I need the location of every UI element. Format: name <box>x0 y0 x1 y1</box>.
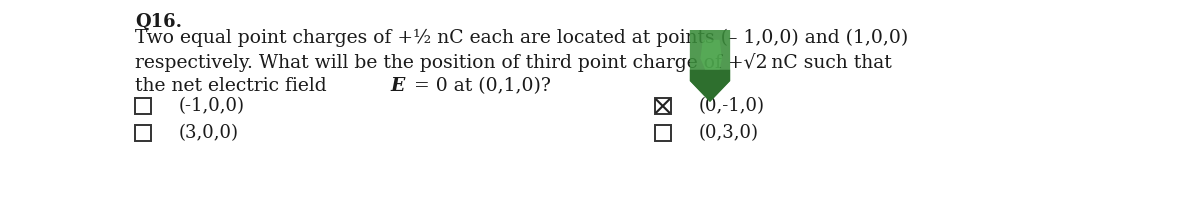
Text: (0,3,0): (0,3,0) <box>698 124 758 142</box>
FancyBboxPatch shape <box>134 125 150 141</box>
FancyBboxPatch shape <box>655 125 671 141</box>
Text: Two equal point charges of +½ nC each are located at points (– 1,0,0) and (1,0,0: Two equal point charges of +½ nC each ar… <box>134 29 908 47</box>
Text: (0,-1,0): (0,-1,0) <box>698 97 764 115</box>
Text: Q16.: Q16. <box>134 13 182 31</box>
Polygon shape <box>690 70 730 102</box>
FancyBboxPatch shape <box>134 98 150 114</box>
Text: E: E <box>390 77 404 95</box>
Text: the net electric field: the net electric field <box>134 77 332 95</box>
Text: = 0 at (0,1,0)?: = 0 at (0,1,0)? <box>408 77 551 95</box>
Text: (-1,0,0): (-1,0,0) <box>179 97 245 115</box>
Polygon shape <box>690 30 730 102</box>
Text: (3,0,0): (3,0,0) <box>179 124 239 142</box>
Text: respectively. What will be the position of third point charge of +√2 nC such tha: respectively. What will be the position … <box>134 53 892 72</box>
Polygon shape <box>701 40 722 70</box>
FancyBboxPatch shape <box>655 98 671 114</box>
